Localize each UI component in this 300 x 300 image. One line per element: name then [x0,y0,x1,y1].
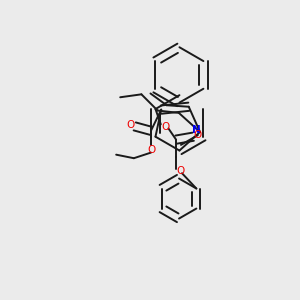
Text: O: O [161,122,169,132]
Text: N: N [192,125,201,135]
Text: O: O [194,130,202,140]
Text: O: O [176,166,184,176]
Text: O: O [126,120,134,130]
Text: O: O [147,145,156,155]
